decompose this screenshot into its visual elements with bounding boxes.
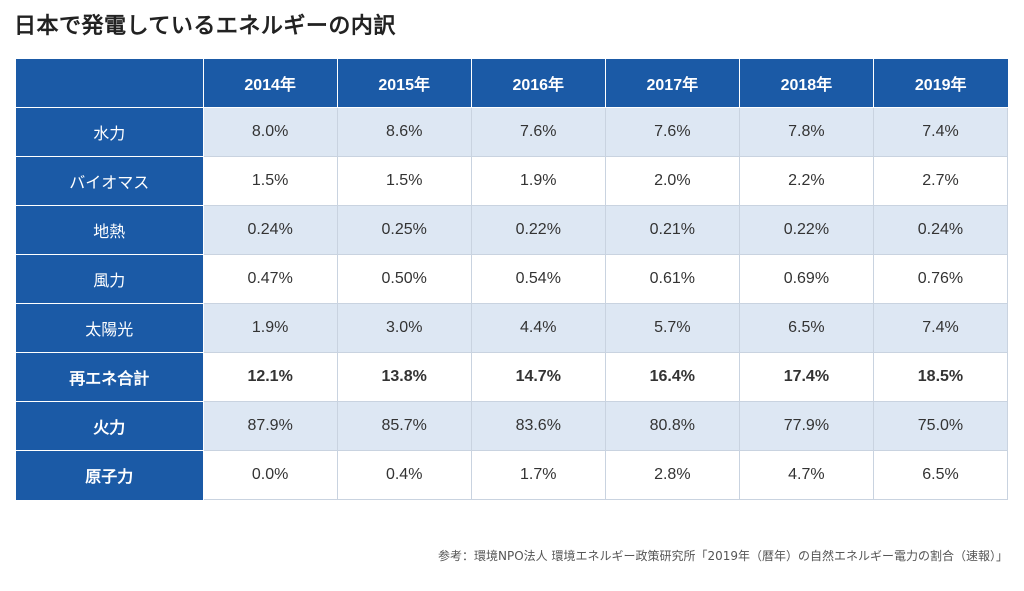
table-cell: 6.5%: [872, 450, 1009, 500]
row-label: 水力: [16, 107, 204, 157]
table-cell: 7.6%: [470, 107, 606, 157]
column-header-2: 2015年: [336, 59, 472, 108]
table-cell: 75.0%: [872, 401, 1009, 451]
column-header-3: 2016年: [470, 59, 606, 108]
table-row: 地熱 0.24% 0.25% 0.22% 0.21% 0.22% 0.24%: [16, 205, 1009, 255]
header-row: 2014年 2015年 2016年 2017年 2018年 2019年: [16, 59, 1008, 108]
energy-table-container: 2014年 2015年 2016年 2017年 2018年 2019年 水力 8.0% 8.6…: [16, 59, 1009, 500]
header-corner-cell: [16, 59, 204, 108]
table-cell: 7.8%: [738, 107, 874, 157]
table-row: 太陽光 1.9% 3.0% 4.4% 5.7% 6.5% 7.4%: [16, 303, 1009, 353]
table-cell: 0.69%: [738, 254, 874, 304]
row-label: 太陽光: [16, 303, 204, 353]
table-cell: 8.6%: [336, 107, 472, 157]
table-cell: 0.24%: [872, 205, 1009, 255]
table-cell: 0.24%: [202, 205, 338, 255]
table-cell: 0.25%: [336, 205, 472, 255]
page-title: 日本で発電しているエネルギーの内訳: [14, 14, 396, 39]
table-cell: 8.0%: [202, 107, 338, 157]
column-header-6: 2019年: [872, 59, 1008, 108]
table-row: 火力 87.9% 85.7% 83.6% 80.8% 77.9% 75.0%: [16, 401, 1009, 451]
table-cell: 12.1%: [202, 352, 338, 402]
table-cell: 2.7%: [872, 156, 1009, 206]
table-cell: 77.9%: [738, 401, 874, 451]
table-row: 再エネ合計 12.1% 13.8% 14.7% 16.4% 17.4% 18.5%: [16, 352, 1009, 402]
table-cell: 6.5%: [738, 303, 874, 353]
table-cell: 14.7%: [470, 352, 606, 402]
table-cell: 2.2%: [738, 156, 874, 206]
table-cell: 0.50%: [336, 254, 472, 304]
table-cell: 4.7%: [738, 450, 874, 500]
table-cell: 85.7%: [336, 401, 472, 451]
column-header-1: 2014年: [202, 59, 338, 108]
table-header: 2014年 2015年 2016年 2017年 2018年 2019年: [16, 59, 1008, 108]
table-cell: 0.21%: [604, 205, 740, 255]
table-cell: 7.6%: [604, 107, 740, 157]
table-cell: 18.5%: [872, 352, 1009, 402]
table-row: 原子力 0.0% 0.4% 1.7% 2.8% 4.7% 6.5%: [16, 450, 1009, 500]
table-cell: 83.6%: [470, 401, 606, 451]
table-row: バイオマス 1.5% 1.5% 1.9% 2.0% 2.2% 2.7%: [16, 156, 1009, 206]
table-cell: 0.4%: [336, 450, 472, 500]
table-cell: 0.47%: [202, 254, 338, 304]
table-body: 水力 8.0% 8.6% 7.6% 7.6% 7.8% 7.4% バイオマス 1.5% 1.5% 1…: [16, 107, 1009, 500]
table-cell: 4.4%: [470, 303, 606, 353]
column-header-4: 2017年: [604, 59, 740, 108]
table-cell: 1.9%: [470, 156, 606, 206]
energy-table: 2014年 2015年 2016年 2017年 2018年 2019年 水力 8.0% 8.6…: [16, 59, 1009, 500]
source-note: 参考：環境NPO法人 環境エネルギー政策研究所「2019年（暦年）の自然エネルギ…: [437, 549, 1008, 563]
table-cell: 2.8%: [604, 450, 740, 500]
row-label: 火力: [16, 401, 204, 451]
table-cell: 0.76%: [872, 254, 1009, 304]
table-cell: 0.22%: [738, 205, 874, 255]
table-cell: 2.0%: [604, 156, 740, 206]
row-label: 地熱: [16, 205, 204, 255]
table-cell: 0.0%: [202, 450, 338, 500]
table-cell: 5.7%: [604, 303, 740, 353]
table-cell: 16.4%: [604, 352, 740, 402]
table-row: 風力 0.47% 0.50% 0.54% 0.61% 0.69% 0.76%: [16, 254, 1009, 304]
table-cell: 3.0%: [336, 303, 472, 353]
table-cell: 13.8%: [336, 352, 472, 402]
row-label: 風力: [16, 254, 204, 304]
row-label: 原子力: [16, 450, 204, 500]
table-cell: 0.54%: [470, 254, 606, 304]
row-label: 再エネ合計: [16, 352, 204, 402]
table-cell: 87.9%: [202, 401, 338, 451]
column-header-5: 2018年: [738, 59, 874, 108]
table-cell: 80.8%: [604, 401, 740, 451]
table-cell: 1.5%: [336, 156, 472, 206]
table-row: 水力 8.0% 8.6% 7.6% 7.6% 7.8% 7.4%: [16, 107, 1009, 157]
table-cell: 1.7%: [470, 450, 606, 500]
table-cell: 7.4%: [872, 107, 1009, 157]
table-cell: 7.4%: [872, 303, 1009, 353]
table-cell: 17.4%: [738, 352, 874, 402]
table-cell: 1.9%: [202, 303, 338, 353]
table-cell: 0.61%: [604, 254, 740, 304]
table-cell: 1.5%: [202, 156, 338, 206]
row-label: バイオマス: [16, 156, 204, 206]
table-cell: 0.22%: [470, 205, 606, 255]
